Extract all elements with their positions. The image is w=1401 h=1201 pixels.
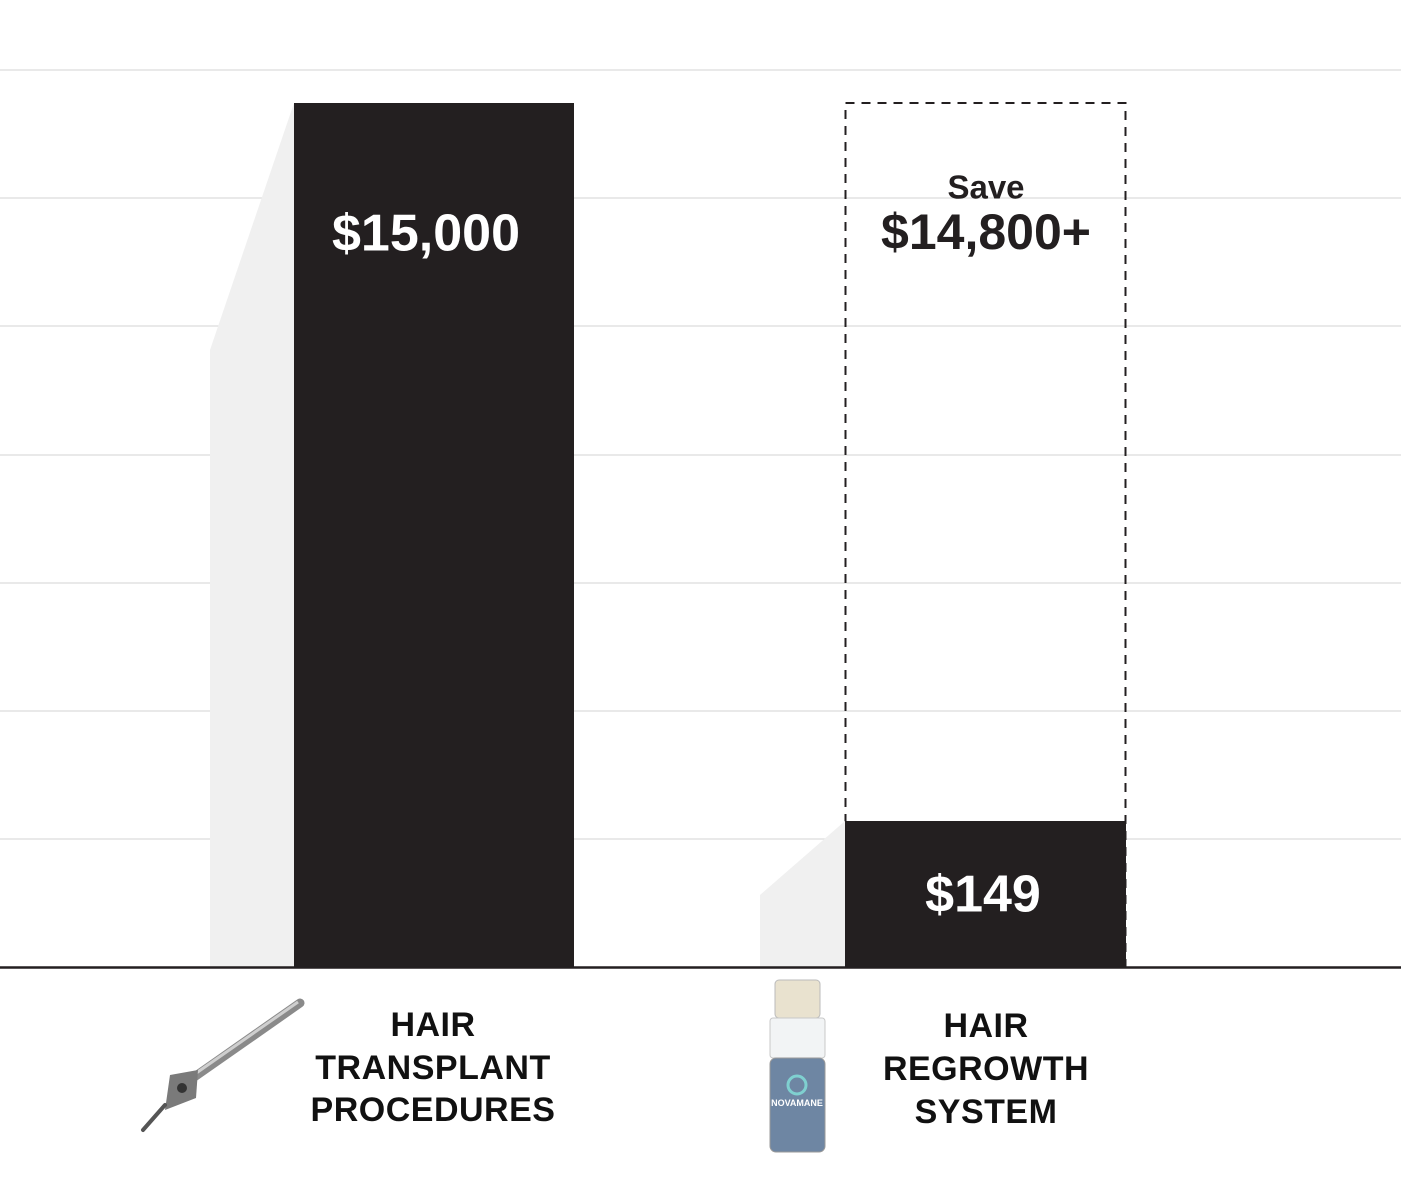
bar-shadow [760, 821, 845, 967]
product-icon: NOVAMANE [769, 979, 826, 1153]
category-label: REGROWTH [883, 1050, 1089, 1088]
category-label: SYSTEM [915, 1093, 1058, 1131]
bar [845, 821, 1126, 967]
savings-amount: $14,800+ [881, 204, 1091, 260]
price-label: $149 [925, 866, 1041, 924]
category-label: TRANSPLANT [315, 1049, 550, 1087]
bar [294, 103, 574, 967]
category-label: HAIR [943, 1007, 1028, 1045]
savings-prefix: Save [947, 169, 1024, 206]
transplant-tool-icon [141, 998, 305, 1132]
price-label: $15,000 [332, 205, 520, 263]
category-label: PROCEDURES [311, 1091, 556, 1129]
category-label: HAIR [390, 1006, 475, 1044]
bar-shadow [210, 103, 294, 967]
product-brand: NOVAMANE [771, 1098, 823, 1108]
